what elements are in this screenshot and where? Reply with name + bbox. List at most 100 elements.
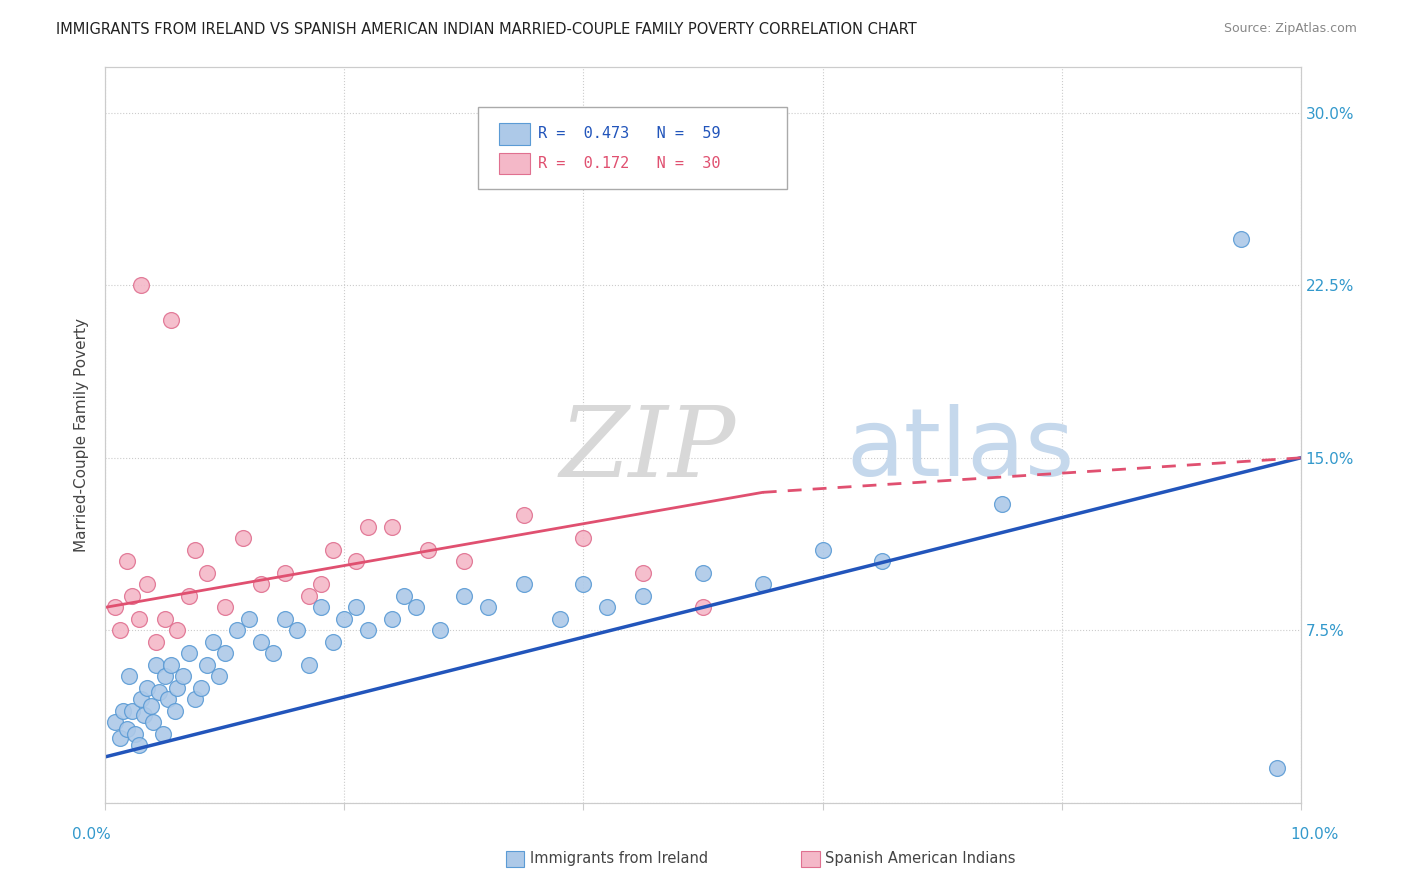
Point [136, 577, 159, 591]
Point [633, 589, 655, 603]
Point [872, 554, 894, 568]
Point [273, 566, 295, 580]
Point [195, 566, 218, 580]
Point [177, 589, 200, 603]
Point [129, 692, 153, 706]
Point [250, 635, 273, 649]
Text: Spanish American Indians: Spanish American Indians [825, 851, 1015, 865]
Point [692, 600, 714, 615]
Point [232, 532, 254, 546]
Point [166, 681, 188, 695]
Point [132, 708, 155, 723]
Text: 0.0%: 0.0% [72, 827, 111, 841]
Text: 10.0%: 10.0% [1291, 827, 1339, 841]
Point [108, 731, 131, 746]
Point [346, 600, 368, 615]
Point [148, 685, 170, 699]
Point [225, 624, 249, 638]
Point [208, 669, 231, 683]
Point [136, 681, 159, 695]
Point [142, 715, 165, 730]
Point [548, 612, 571, 626]
Point [1229, 232, 1251, 246]
Point [692, 566, 714, 580]
Point [112, 704, 135, 718]
Point [513, 508, 536, 523]
Point [128, 612, 150, 626]
Point [156, 692, 179, 706]
Point [214, 646, 236, 660]
Point [418, 542, 440, 557]
Point [333, 612, 356, 626]
Point [297, 589, 319, 603]
Point [115, 723, 138, 737]
Text: R =  0.473   N =  59: R = 0.473 N = 59 [538, 127, 721, 141]
Text: IMMIGRANTS FROM IRELAND VS SPANISH AMERICAN INDIAN MARRIED-COUPLE FAMILY POVERTY: IMMIGRANTS FROM IRELAND VS SPANISH AMERI… [56, 22, 917, 37]
Point [160, 657, 183, 672]
Point [115, 554, 138, 568]
Point [184, 692, 207, 706]
Point [513, 577, 536, 591]
Point [238, 612, 260, 626]
Point [321, 542, 343, 557]
Point [145, 657, 167, 672]
Point [285, 624, 308, 638]
Point [104, 715, 127, 730]
Point [273, 612, 295, 626]
Point [121, 704, 143, 718]
Point [139, 699, 162, 714]
Point [177, 646, 200, 660]
Point [453, 589, 475, 603]
Point [121, 589, 143, 603]
Text: R =  0.172   N =  30: R = 0.172 N = 30 [538, 156, 721, 170]
Y-axis label: Married-Couple Family Poverty: Married-Couple Family Poverty [75, 318, 90, 552]
Text: Immigrants from Ireland: Immigrants from Ireland [530, 851, 709, 865]
Point [160, 313, 183, 327]
Point [166, 624, 188, 638]
Point [429, 624, 451, 638]
Point [152, 727, 174, 741]
Point [250, 577, 273, 591]
Point [202, 635, 225, 649]
Point [129, 278, 153, 293]
Point [357, 624, 380, 638]
Point [596, 600, 619, 615]
Point [124, 727, 146, 741]
Point [751, 577, 773, 591]
Point [477, 600, 499, 615]
Point [405, 600, 427, 615]
Point [153, 669, 177, 683]
Point [262, 646, 284, 660]
Point [381, 520, 404, 534]
Text: Source: ZipAtlas.com: Source: ZipAtlas.com [1223, 22, 1357, 36]
Point [1265, 761, 1288, 775]
Point [357, 520, 380, 534]
Point [104, 600, 127, 615]
Point [572, 577, 595, 591]
Point [172, 669, 194, 683]
Text: ZIP: ZIP [560, 402, 735, 497]
Point [392, 589, 416, 603]
Point [346, 554, 368, 568]
Point [195, 657, 218, 672]
Point [297, 657, 319, 672]
Point [309, 600, 332, 615]
Point [309, 577, 332, 591]
Point [381, 612, 404, 626]
Point [128, 739, 150, 753]
Point [453, 554, 475, 568]
Point [184, 542, 207, 557]
Point [214, 600, 236, 615]
Point [633, 566, 655, 580]
Point [811, 542, 834, 557]
Point [153, 612, 177, 626]
Point [108, 624, 131, 638]
Point [990, 497, 1012, 511]
Point [321, 635, 343, 649]
Text: atlas: atlas [846, 403, 1074, 496]
Point [163, 704, 186, 718]
Point [572, 532, 595, 546]
Point [190, 681, 212, 695]
Point [145, 635, 167, 649]
Point [118, 669, 141, 683]
